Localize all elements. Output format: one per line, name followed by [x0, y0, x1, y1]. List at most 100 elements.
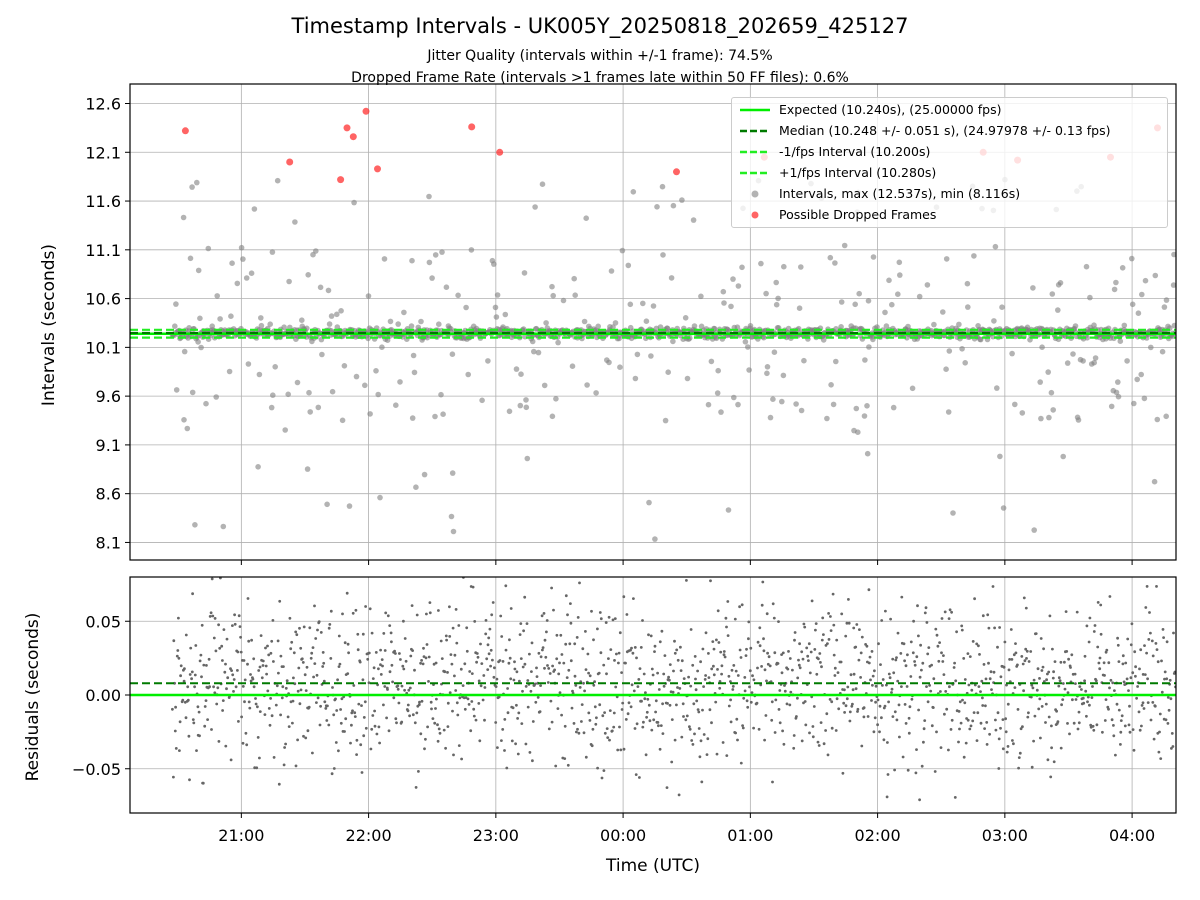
residual-point — [482, 674, 486, 677]
interval-point — [827, 254, 834, 261]
interval-point — [455, 292, 461, 299]
residual-point — [912, 619, 915, 623]
residual-point — [844, 634, 848, 638]
residual-point — [396, 684, 400, 688]
residual-point — [181, 698, 185, 702]
residual-point — [845, 621, 849, 625]
interval-point — [798, 407, 805, 414]
residual-point — [1035, 688, 1039, 692]
residual-point — [1030, 765, 1034, 769]
residual-point — [1087, 640, 1091, 644]
residual-point — [962, 657, 966, 660]
residual-point — [835, 638, 839, 642]
residual-point — [271, 619, 275, 622]
residual-point — [1123, 724, 1127, 728]
interval-point — [172, 323, 178, 330]
residual-point — [1135, 696, 1138, 700]
residual-point — [617, 661, 620, 665]
y-tick-label: 12.1 — [85, 143, 121, 162]
y-tick-label: 10.6 — [85, 290, 121, 309]
residual-point — [413, 668, 416, 672]
residual-point — [612, 725, 616, 729]
residual-point — [608, 738, 611, 742]
residual-point — [246, 662, 249, 666]
residual-point — [274, 703, 278, 707]
residual-point — [457, 744, 461, 747]
residual-point — [581, 647, 585, 651]
residual-point — [379, 648, 382, 652]
interval-point — [1080, 358, 1086, 364]
residual-point — [677, 793, 681, 797]
residual-point — [899, 652, 903, 655]
residual-point — [657, 724, 660, 728]
residual-point — [716, 668, 719, 671]
residual-point — [1001, 747, 1005, 751]
residual-point — [240, 715, 244, 719]
residual-point — [586, 652, 590, 656]
residual-point — [966, 652, 970, 655]
legend-label: -1/fps Interval (10.200s) — [779, 144, 931, 159]
residual-point — [236, 669, 239, 672]
residual-point — [615, 652, 618, 656]
residual-point — [918, 798, 921, 802]
residual-point — [653, 650, 656, 653]
residual-point — [1115, 702, 1119, 706]
residual-point — [198, 734, 201, 738]
residual-point — [944, 690, 948, 693]
residual-point — [208, 685, 212, 689]
residual-point — [506, 711, 510, 715]
residual-point — [849, 673, 853, 677]
residual-point — [981, 704, 985, 707]
interval-point — [865, 298, 872, 304]
residual-point — [870, 699, 873, 702]
residual-point — [486, 668, 490, 671]
residual-point — [494, 721, 498, 724]
residual-point — [555, 657, 559, 661]
residual-point — [879, 663, 882, 666]
interval-point — [409, 415, 416, 421]
residual-point — [483, 718, 486, 722]
residual-point — [645, 710, 649, 714]
interval-point — [281, 324, 287, 331]
residual-point — [1132, 748, 1136, 752]
interval-point — [269, 249, 276, 255]
residual-point — [931, 706, 935, 709]
interval-point — [205, 245, 212, 252]
interval-point — [583, 215, 589, 221]
interval-point — [657, 324, 664, 330]
residual-point — [428, 611, 432, 615]
interval-point — [874, 324, 880, 330]
residual-point — [547, 727, 551, 731]
residual-point — [908, 705, 912, 709]
residual-point — [503, 718, 507, 721]
residual-point — [1041, 665, 1045, 669]
residual-point — [906, 768, 910, 772]
residual-point — [613, 659, 616, 662]
interval-point — [229, 260, 235, 267]
interval-point — [184, 425, 191, 432]
residual-point — [734, 669, 738, 673]
interval-point — [773, 279, 779, 286]
interval-point — [203, 400, 209, 407]
residual-point — [883, 704, 887, 708]
residual-point — [318, 723, 322, 727]
residual-point — [329, 657, 333, 660]
residual-point — [877, 642, 880, 646]
interval-point — [619, 247, 626, 254]
dropped-frame-rate-subtitle: Dropped Frame Rate (intervals >1 frames … — [351, 70, 849, 86]
residual-point — [407, 688, 411, 692]
interval-point — [1161, 304, 1168, 310]
residual-point — [463, 707, 467, 711]
y-tick-label: 11.1 — [85, 241, 121, 260]
interval-point — [292, 219, 298, 225]
residual-point — [658, 640, 662, 644]
residual-point — [458, 696, 462, 700]
residual-point — [780, 653, 783, 656]
residual-point — [748, 685, 751, 689]
residual-point — [1121, 654, 1125, 658]
residual-point — [422, 646, 425, 650]
residual-point — [800, 739, 804, 743]
residual-point — [373, 724, 377, 728]
residual-point — [922, 740, 925, 744]
residual-point — [975, 739, 979, 742]
